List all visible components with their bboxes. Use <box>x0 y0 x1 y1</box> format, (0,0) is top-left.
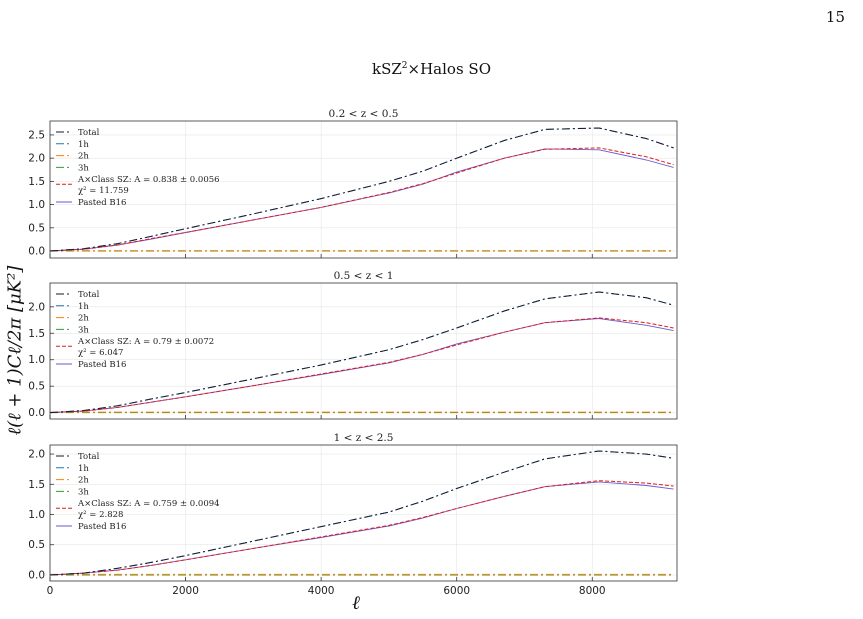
legend-label: Total <box>78 128 100 138</box>
panel-title: 0.2 < z < 0.5 <box>329 108 399 120</box>
legend-label-chi2: χ² = 11.759 <box>78 186 129 196</box>
legend-label: Pasted B16 <box>78 522 126 532</box>
y-tick-label: 2.0 <box>28 449 45 461</box>
x-tick-label: 2000 <box>172 585 199 597</box>
panel-title: 0.5 < z < 1 <box>334 270 394 282</box>
series-line-5 <box>49 317 674 414</box>
legend-label: 1h <box>78 302 89 312</box>
legend-label: Pasted B16 <box>78 198 126 208</box>
x-tick-label: 8000 <box>579 585 606 597</box>
y-tick-label: 2.0 <box>28 301 45 313</box>
legend-label: A×Class SZ: A = 0.759 ± 0.0094 <box>77 499 220 509</box>
y-tick-label: 1.5 <box>28 479 45 491</box>
panel-frame <box>49 444 678 582</box>
y-tick-label: 0.0 <box>28 569 45 581</box>
series-line-6 <box>49 481 674 576</box>
y-tick-label: 0.0 <box>28 246 45 258</box>
page-number: 15 <box>825 8 845 26</box>
y-tick-label: 1.5 <box>28 328 45 340</box>
panel-frame <box>49 120 678 259</box>
legend-label: 1h <box>78 140 89 150</box>
series-line-6 <box>49 318 674 414</box>
legend-label: A×Class SZ: A = 0.838 ± 0.0056 <box>77 175 220 185</box>
legend-label: A×Class SZ: A = 0.79 ± 0.0072 <box>77 337 214 347</box>
series-line-1 <box>49 291 674 414</box>
y-tick-label: 0.5 <box>28 539 45 551</box>
legend-label: 3h <box>78 487 89 497</box>
legend-label: 2h <box>78 476 89 486</box>
x-tick-label: 0 <box>47 585 54 597</box>
series-line-6 <box>49 148 674 252</box>
figure-title-main: kSZ <box>372 60 402 78</box>
series-line-5 <box>49 480 674 576</box>
legend-label: 1h <box>78 464 89 474</box>
y-tick-label: 1.0 <box>28 199 45 211</box>
legend-label: 2h <box>78 152 89 162</box>
y-tick-label: 1.0 <box>28 354 45 366</box>
legend-label: Total <box>78 452 100 462</box>
figure-title-rest: ×Halos SO <box>407 60 491 78</box>
series-line-2 <box>49 291 674 414</box>
x-tick-label: 4000 <box>308 585 335 597</box>
series-line-1 <box>49 127 674 252</box>
y-tick-label: 0.0 <box>28 407 45 419</box>
y-tick-label: 1.0 <box>28 509 45 521</box>
legend-label: 2h <box>78 314 89 324</box>
legend-label-chi2: χ² = 6.047 <box>78 348 123 358</box>
y-tick-label: 2.0 <box>28 153 45 165</box>
figure-title-sup: 2 <box>401 61 408 71</box>
panel-frame <box>49 282 678 420</box>
x-tick-label: 6000 <box>443 585 470 597</box>
series-line-2 <box>49 127 674 252</box>
panel-1: 0.0 0.5 1.0 1.5 2.0 2.5 0.2 < z < 0.5 Total 1h 2h… <box>28 108 678 259</box>
y-tick-label: 2.5 <box>28 129 45 141</box>
figure-title: kSZ2×Halos SO <box>0 60 863 78</box>
legend-label: Pasted B16 <box>78 360 126 370</box>
panel-title: 1 < z < 2.5 <box>334 432 394 444</box>
series-line-2 <box>49 450 674 576</box>
y-tick-label: 0.5 <box>28 222 45 234</box>
legend-label: Total <box>78 290 100 300</box>
legend-label: 3h <box>78 163 89 173</box>
y-tick-label: 0.5 <box>28 381 45 393</box>
legend-label: 3h <box>78 325 89 335</box>
legend-label-chi2: χ² = 2.828 <box>78 510 123 520</box>
series-line-1 <box>49 450 674 576</box>
x-axis-label: ℓ <box>352 592 360 614</box>
y-tick-label: 1.5 <box>28 176 45 188</box>
series-line-5 <box>49 147 674 252</box>
